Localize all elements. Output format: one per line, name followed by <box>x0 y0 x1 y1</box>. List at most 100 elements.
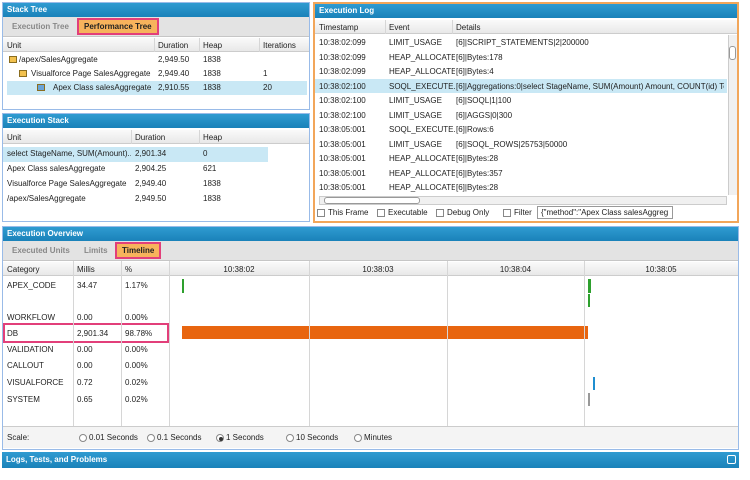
cell[interactable]: 10:38:02:100 <box>319 81 366 91</box>
cell[interactable]: WORKFLOW <box>7 313 55 322</box>
cell[interactable]: HEAP_ALLOCATE <box>389 52 455 62</box>
tab-active[interactable]: Timeline <box>114 242 162 259</box>
cell[interactable]: SOQL_EXECUTE... <box>389 81 455 91</box>
expand-button[interactable] <box>727 455 736 464</box>
cell[interactable]: 1 <box>263 69 268 78</box>
cell[interactable]: 10:38:02:100 <box>319 96 366 105</box>
filter-input[interactable]: {"method":"Apex Class salesAggreg <box>537 206 673 219</box>
cell[interactable]: 0.00 <box>77 361 93 370</box>
radio-option[interactable]: Minutes <box>354 431 392 444</box>
cell[interactable]: HEAP_ALLOCATE <box>389 154 455 163</box>
tab-active[interactable]: Performance Tree <box>77 18 159 35</box>
cell[interactable]: 1838 <box>203 83 221 92</box>
cell[interactable]: 0.02% <box>125 378 148 387</box>
radio-option[interactable]: 0.1 Seconds <box>147 431 201 444</box>
checkbox-box[interactable] <box>317 208 325 217</box>
cell[interactable]: HEAP_ALLOCATE <box>389 67 455 76</box>
cell[interactable]: LIMIT_USAGE <box>389 96 442 105</box>
cell[interactable]: HEAP_ALLOCATE <box>389 183 455 192</box>
cell[interactable]: VISUALFORCE <box>7 378 64 387</box>
cell[interactable]: select StageName, SUM(Amount)... <box>7 149 131 158</box>
cell[interactable]: DB <box>7 329 19 338</box>
cell[interactable]: 0.00% <box>125 313 148 322</box>
cell[interactable]: [6]|Bytes:178 <box>456 52 503 62</box>
cell[interactable]: 20 <box>263 83 272 92</box>
cell[interactable]: CALLOUT <box>7 361 44 370</box>
radio[interactable] <box>286 433 294 442</box>
cell[interactable]: Apex Class salesAggregate <box>53 83 152 92</box>
radio[interactable] <box>354 433 362 442</box>
cell[interactable]: 0.72 <box>77 378 93 387</box>
cell[interactable]: 2,910.55 <box>158 83 190 92</box>
tab[interactable]: Executed Units <box>12 246 70 255</box>
checkbox[interactable]: Executable <box>377 207 428 219</box>
cell[interactable]: 0.00 <box>77 345 93 354</box>
cell[interactable]: 10:38:05:001 <box>319 125 366 134</box>
cell[interactable]: 2,949.40 <box>158 69 190 78</box>
h-scrollbar[interactable] <box>319 196 727 205</box>
cell[interactable]: /apex/SalesAggregate <box>19 55 98 64</box>
cell[interactable]: 10:38:05:001 <box>319 183 366 192</box>
cell[interactable]: 0 <box>203 149 208 158</box>
cell[interactable]: 10:38:02:100 <box>319 110 366 120</box>
cell[interactable]: [6]|SCRIPT_STATEMENTS|2|200000 <box>456 38 589 47</box>
cell[interactable]: [6]|Bytes:28 <box>456 154 499 163</box>
cell[interactable]: 621 <box>203 164 217 173</box>
cell[interactable]: [6]|Bytes:28 <box>456 183 499 192</box>
cell[interactable]: LIMIT_USAGE <box>389 139 442 149</box>
cell[interactable]: 2,901.34 <box>135 149 167 158</box>
cell[interactable]: [6]|Rows:6 <box>456 125 494 134</box>
radio-option[interactable]: 1 Seconds <box>216 431 264 444</box>
radio-option[interactable]: 10 Seconds <box>286 431 338 444</box>
cell[interactable]: 1838 <box>203 69 221 78</box>
checkbox-box[interactable] <box>377 208 385 217</box>
cell[interactable]: 34.47 <box>77 281 98 290</box>
cell[interactable]: LIMIT_USAGE <box>389 110 442 120</box>
cell[interactable]: 1838 <box>203 194 221 203</box>
cell[interactable]: [6]|SOQL_ROWS|25753|50000 <box>456 139 568 149</box>
cell[interactable]: LIMIT_USAGE <box>389 38 442 47</box>
checkbox-box[interactable] <box>436 208 444 217</box>
cell[interactable]: 2,904.25 <box>135 164 167 173</box>
cell[interactable]: 2,949.40 <box>135 179 167 188</box>
cell[interactable]: 98.78% <box>125 329 153 338</box>
cell[interactable]: 10:38:05:001 <box>319 168 366 178</box>
cell[interactable]: SOQL_EXECUTE... <box>389 125 455 134</box>
cell[interactable]: Apex Class salesAggregate <box>7 164 106 173</box>
cell[interactable]: HEAP_ALLOCATE <box>389 168 455 178</box>
cell[interactable]: [6]|Aggregations:0|select StageName, SUM… <box>456 81 724 91</box>
cell[interactable]: Visualforce Page SalesAggregate <box>31 69 151 78</box>
scrollbar[interactable] <box>728 35 737 195</box>
cell[interactable]: 0.00% <box>125 345 148 354</box>
cell[interactable]: 0.65 <box>77 395 93 404</box>
cell[interactable]: SYSTEM <box>7 395 40 404</box>
cell[interactable]: APEX_CODE <box>7 281 56 290</box>
cell[interactable]: /apex/SalesAggregate <box>7 194 86 203</box>
bottom-bar[interactable]: Logs, Tests, and Problems <box>2 452 739 468</box>
checkbox-box[interactable] <box>503 208 511 217</box>
scroll-thumb[interactable] <box>729 46 736 60</box>
checkbox[interactable]: Debug Only <box>436 207 489 219</box>
radio[interactable] <box>216 433 224 442</box>
cell[interactable]: 10:38:02:099 <box>319 52 366 62</box>
cell[interactable]: 10:38:02:099 <box>319 38 366 47</box>
checkbox[interactable]: This Frame <box>317 207 368 219</box>
cell[interactable]: 0.02% <box>125 395 148 404</box>
cell[interactable]: 0.00 <box>77 313 93 322</box>
radio[interactable] <box>79 433 87 442</box>
tab[interactable]: Execution Tree <box>12 22 69 31</box>
checkbox[interactable]: Filter <box>503 207 532 219</box>
radio[interactable] <box>147 433 155 442</box>
cell[interactable]: 2,901.34 <box>77 329 109 338</box>
cell[interactable]: 1838 <box>203 179 221 188</box>
cell[interactable]: [6]|AGGS|0|300 <box>456 110 513 120</box>
cell[interactable]: [6]|Bytes:4 <box>456 67 494 76</box>
cell[interactable]: 10:38:02:099 <box>319 67 366 76</box>
cell[interactable]: 0.00% <box>125 361 148 370</box>
radio-option[interactable]: 0.01 Seconds <box>79 431 138 444</box>
cell[interactable]: 2,949.50 <box>135 194 167 203</box>
cell[interactable]: 1838 <box>203 55 221 64</box>
tab[interactable]: Limits <box>84 246 108 255</box>
cell[interactable]: 10:38:05:001 <box>319 154 366 163</box>
cell[interactable]: 2,949.50 <box>158 55 190 64</box>
